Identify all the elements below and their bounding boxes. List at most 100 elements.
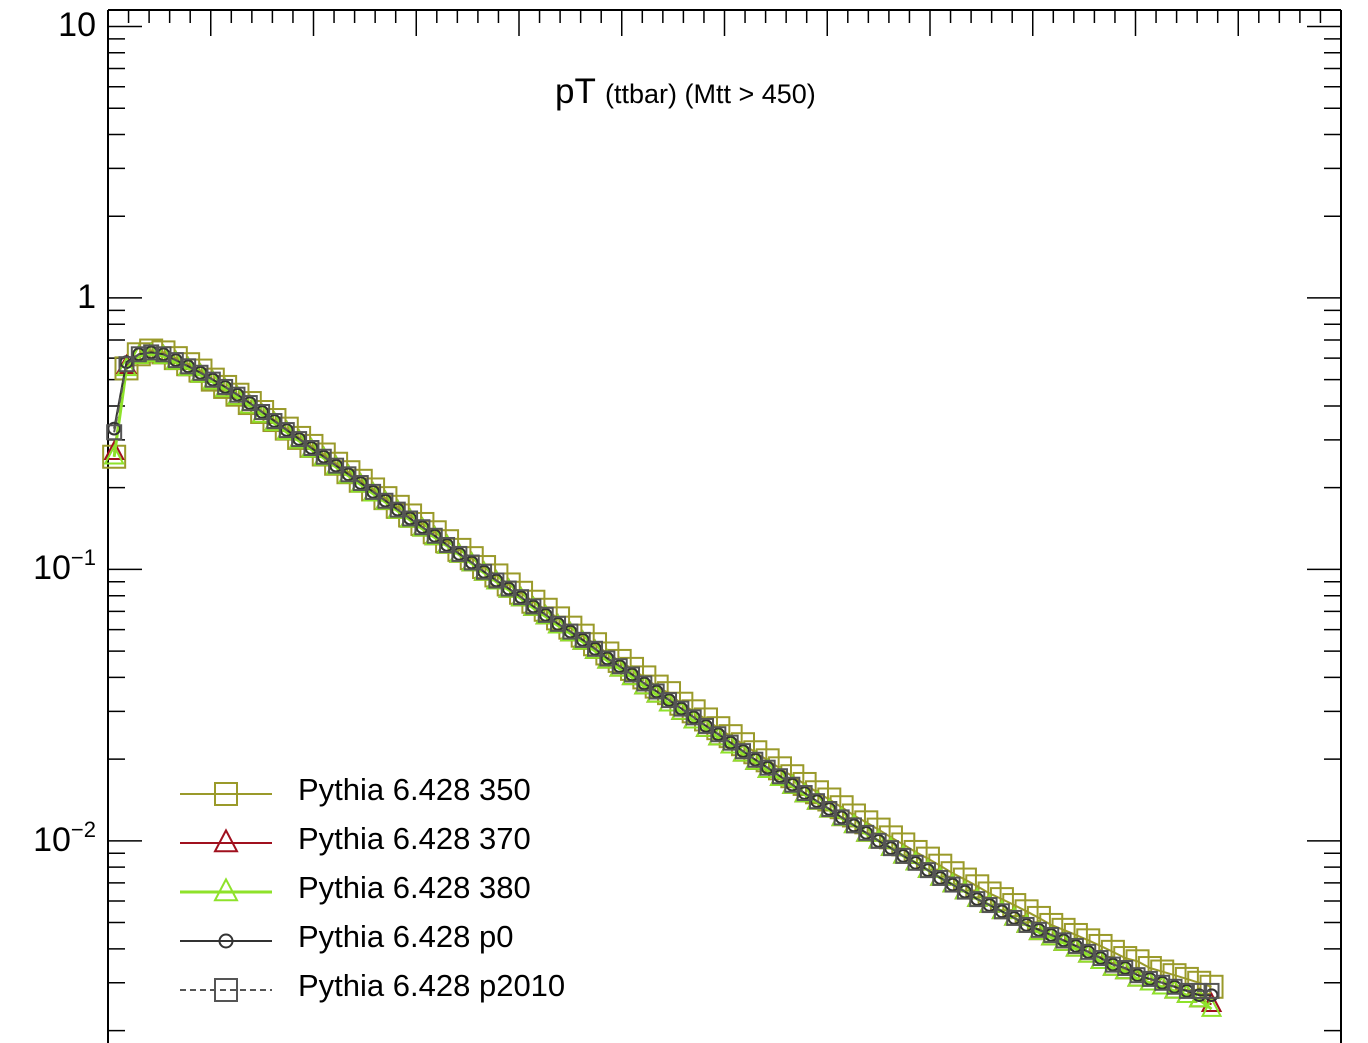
data-point — [315, 448, 332, 465]
data-point — [514, 590, 528, 605]
legend-symbol — [180, 933, 272, 949]
data-point — [440, 538, 454, 552]
data-point — [427, 528, 442, 543]
data-point — [624, 666, 641, 683]
data-point — [300, 437, 323, 458]
data-point — [773, 769, 787, 784]
data-point — [1154, 974, 1171, 991]
data-point — [237, 391, 262, 416]
data-point — [1187, 970, 1212, 995]
data-point — [452, 547, 467, 561]
y-tick-label-base: 10 — [33, 820, 71, 859]
data-point — [781, 773, 803, 794]
data-point — [736, 744, 750, 758]
data-point — [625, 667, 639, 682]
data-point — [477, 564, 491, 579]
data-point — [1166, 978, 1183, 995]
data-point — [415, 520, 430, 535]
data-point — [793, 782, 816, 803]
data-point — [572, 629, 594, 650]
data-point — [377, 492, 394, 509]
data-point — [797, 786, 812, 800]
data-point — [329, 458, 343, 473]
data-point — [574, 631, 591, 648]
data-point — [501, 581, 516, 596]
data-point — [649, 684, 664, 699]
data-point — [254, 404, 271, 421]
data-point — [699, 719, 713, 733]
series-s380 — [103, 341, 1223, 1017]
data-point — [362, 481, 384, 502]
data-point — [103, 444, 125, 465]
data-point — [366, 485, 380, 499]
legend-label: Pythia 6.428 350 — [298, 772, 531, 807]
data-point — [711, 727, 726, 742]
data-point — [722, 734, 739, 751]
legend-item: Pythia 6.428 p2010 — [180, 970, 640, 1010]
data-point — [263, 410, 286, 432]
data-point — [488, 572, 505, 589]
data-point — [537, 606, 554, 623]
data-point — [686, 710, 701, 725]
data-point — [387, 498, 409, 519]
legend-label: Pythia 6.428 380 — [298, 870, 531, 905]
legend-label: Pythia 6.428 370 — [298, 821, 531, 856]
data-point — [785, 777, 800, 792]
data-point — [426, 527, 443, 544]
data-point — [313, 445, 335, 466]
legend-item: Pythia 6.428 350 — [180, 774, 640, 814]
data-point — [1067, 937, 1084, 954]
legend-label: Pythia 6.428 p2010 — [298, 968, 566, 1003]
data-point — [1018, 916, 1035, 933]
data-point — [674, 701, 689, 716]
data-point — [526, 599, 541, 614]
data-point — [510, 586, 532, 607]
y-axis-ticks — [108, 25, 1341, 1032]
legend-marker — [213, 877, 239, 902]
data-point — [685, 709, 702, 726]
data-point — [525, 598, 542, 615]
data-point — [1178, 982, 1195, 999]
data-point — [769, 765, 791, 787]
data-point — [584, 638, 606, 659]
data-point — [328, 457, 345, 474]
data-point — [969, 891, 986, 908]
data-point — [229, 386, 246, 403]
data-point — [587, 640, 604, 657]
data-point — [155, 346, 172, 363]
data-point — [276, 419, 298, 441]
data-point — [291, 431, 308, 448]
data-point — [464, 555, 479, 570]
legend-marker — [213, 828, 239, 853]
y-tick-label: 10−2 — [33, 818, 96, 859]
data-point — [411, 516, 434, 537]
data-point — [266, 413, 283, 430]
series-layer — [102, 338, 1224, 1017]
data-point — [352, 475, 369, 492]
data-point — [485, 569, 508, 590]
data-point — [378, 493, 393, 508]
data-point — [303, 440, 320, 457]
data-point — [374, 489, 397, 510]
data-point — [399, 507, 421, 528]
legend-symbol — [180, 978, 272, 1002]
data-point — [341, 467, 356, 482]
data-point — [636, 675, 653, 692]
data-point — [513, 589, 530, 606]
data-point — [500, 580, 517, 597]
y-tick-label-base: 10 — [58, 6, 96, 45]
data-point — [107, 421, 122, 436]
data-point — [350, 472, 372, 493]
data-point — [365, 483, 382, 500]
data-point — [710, 726, 727, 743]
data-point — [1141, 970, 1158, 987]
y-tick-label: 10−1 — [33, 547, 96, 586]
data-point — [402, 510, 419, 527]
y-tick-label-base: 1 — [77, 277, 96, 316]
data-point — [255, 405, 269, 419]
data-point — [106, 424, 123, 441]
data-point — [130, 346, 147, 363]
x-axis-ticks — [107, 10, 1342, 36]
legend-item: Pythia 6.428 380 — [180, 872, 640, 912]
